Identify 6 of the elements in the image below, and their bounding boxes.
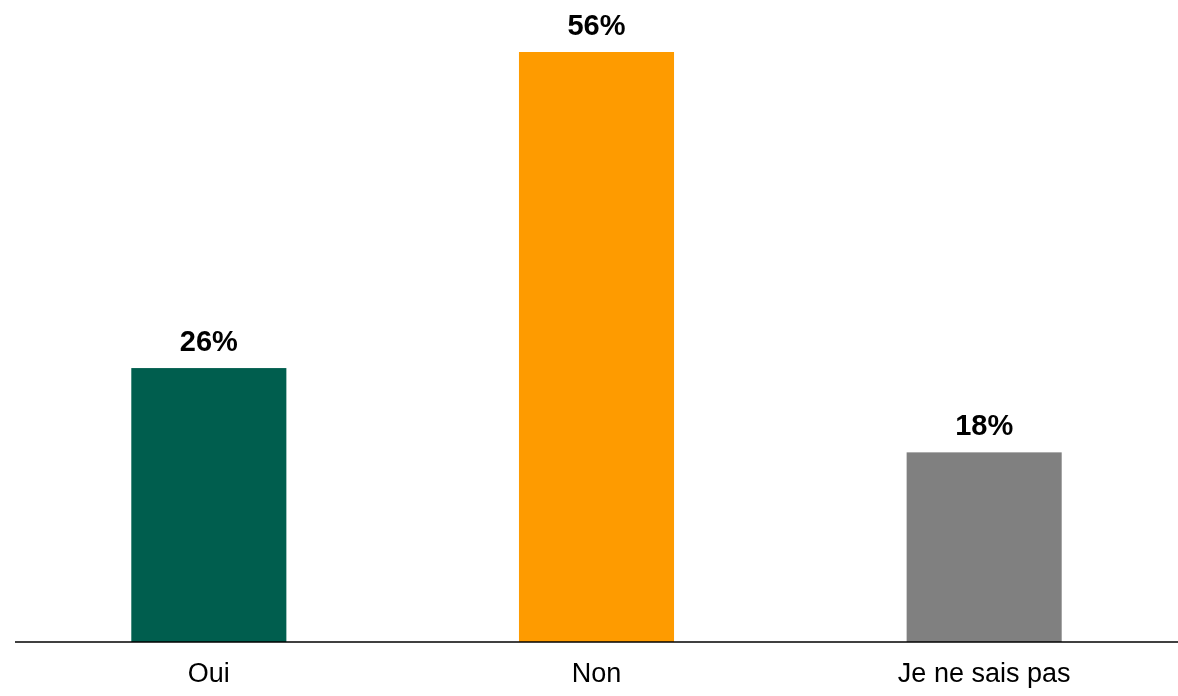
data-label: 18% [955, 409, 1014, 442]
data-label: 56% [567, 9, 626, 41]
data-label: 26% [179, 325, 239, 358]
x-tick-label: Non [571, 658, 622, 688]
x-tick-label: Oui [187, 658, 230, 688]
x-tick-label: Je ne sais pas [897, 658, 1071, 688]
